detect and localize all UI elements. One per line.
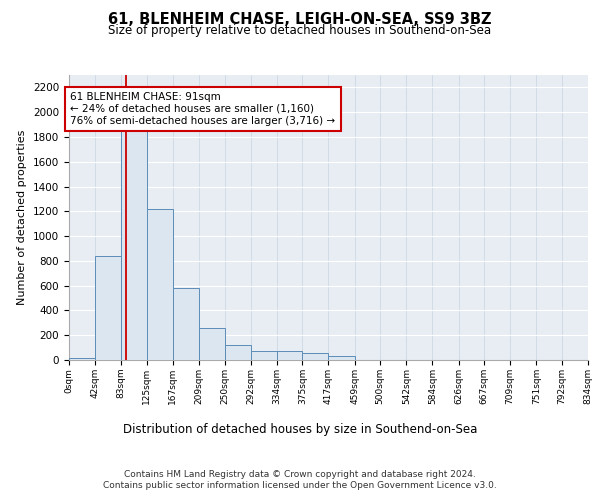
Bar (224, 345, 251, 360)
Bar (251, 352, 277, 360)
Text: Size of property relative to detached houses in Southend-on-Sea: Size of property relative to detached ho… (109, 24, 491, 37)
Bar (69, 358, 95, 360)
Bar (302, 353, 329, 360)
Bar (329, 356, 355, 360)
Text: 61 BLENHEIM CHASE: 91sqm
← 24% of detached houses are smaller (1,160)
76% of sem: 61 BLENHEIM CHASE: 91sqm ← 24% of detach… (70, 92, 335, 126)
Bar (95, 256, 121, 360)
Bar (277, 352, 302, 360)
Bar (121, 130, 147, 360)
Bar (173, 288, 199, 360)
Text: Contains HM Land Registry data © Crown copyright and database right 2024.: Contains HM Land Registry data © Crown c… (124, 470, 476, 479)
Y-axis label: Number of detached properties: Number of detached properties (17, 130, 28, 305)
Text: Contains public sector information licensed under the Open Government Licence v3: Contains public sector information licen… (103, 481, 497, 490)
Bar (199, 328, 224, 360)
Bar (147, 209, 173, 360)
Text: 61, BLENHEIM CHASE, LEIGH-ON-SEA, SS9 3BZ: 61, BLENHEIM CHASE, LEIGH-ON-SEA, SS9 3B… (108, 12, 492, 28)
Text: Distribution of detached houses by size in Southend-on-Sea: Distribution of detached houses by size … (123, 422, 477, 436)
